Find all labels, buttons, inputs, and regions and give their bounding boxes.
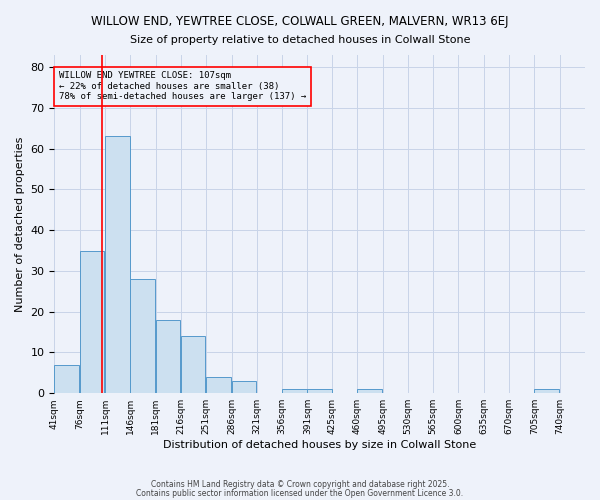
Bar bbox=[206, 377, 231, 393]
Y-axis label: Number of detached properties: Number of detached properties bbox=[15, 136, 25, 312]
Bar bbox=[232, 381, 256, 393]
Bar bbox=[55, 364, 79, 393]
Bar bbox=[130, 279, 155, 393]
Bar bbox=[307, 389, 332, 393]
X-axis label: Distribution of detached houses by size in Colwall Stone: Distribution of detached houses by size … bbox=[163, 440, 476, 450]
Bar bbox=[535, 389, 559, 393]
Text: Contains HM Land Registry data © Crown copyright and database right 2025.: Contains HM Land Registry data © Crown c… bbox=[151, 480, 449, 489]
Text: Contains public sector information licensed under the Open Government Licence 3.: Contains public sector information licen… bbox=[136, 488, 464, 498]
Bar bbox=[155, 320, 180, 393]
Text: WILLOW END, YEWTREE CLOSE, COLWALL GREEN, MALVERN, WR13 6EJ: WILLOW END, YEWTREE CLOSE, COLWALL GREEN… bbox=[91, 15, 509, 28]
Bar bbox=[181, 336, 205, 393]
Text: Size of property relative to detached houses in Colwall Stone: Size of property relative to detached ho… bbox=[130, 35, 470, 45]
Text: WILLOW END YEWTREE CLOSE: 107sqm
← 22% of detached houses are smaller (38)
78% o: WILLOW END YEWTREE CLOSE: 107sqm ← 22% o… bbox=[59, 72, 306, 101]
Bar bbox=[282, 389, 307, 393]
Bar bbox=[80, 250, 104, 393]
Bar bbox=[105, 136, 130, 393]
Bar bbox=[357, 389, 382, 393]
